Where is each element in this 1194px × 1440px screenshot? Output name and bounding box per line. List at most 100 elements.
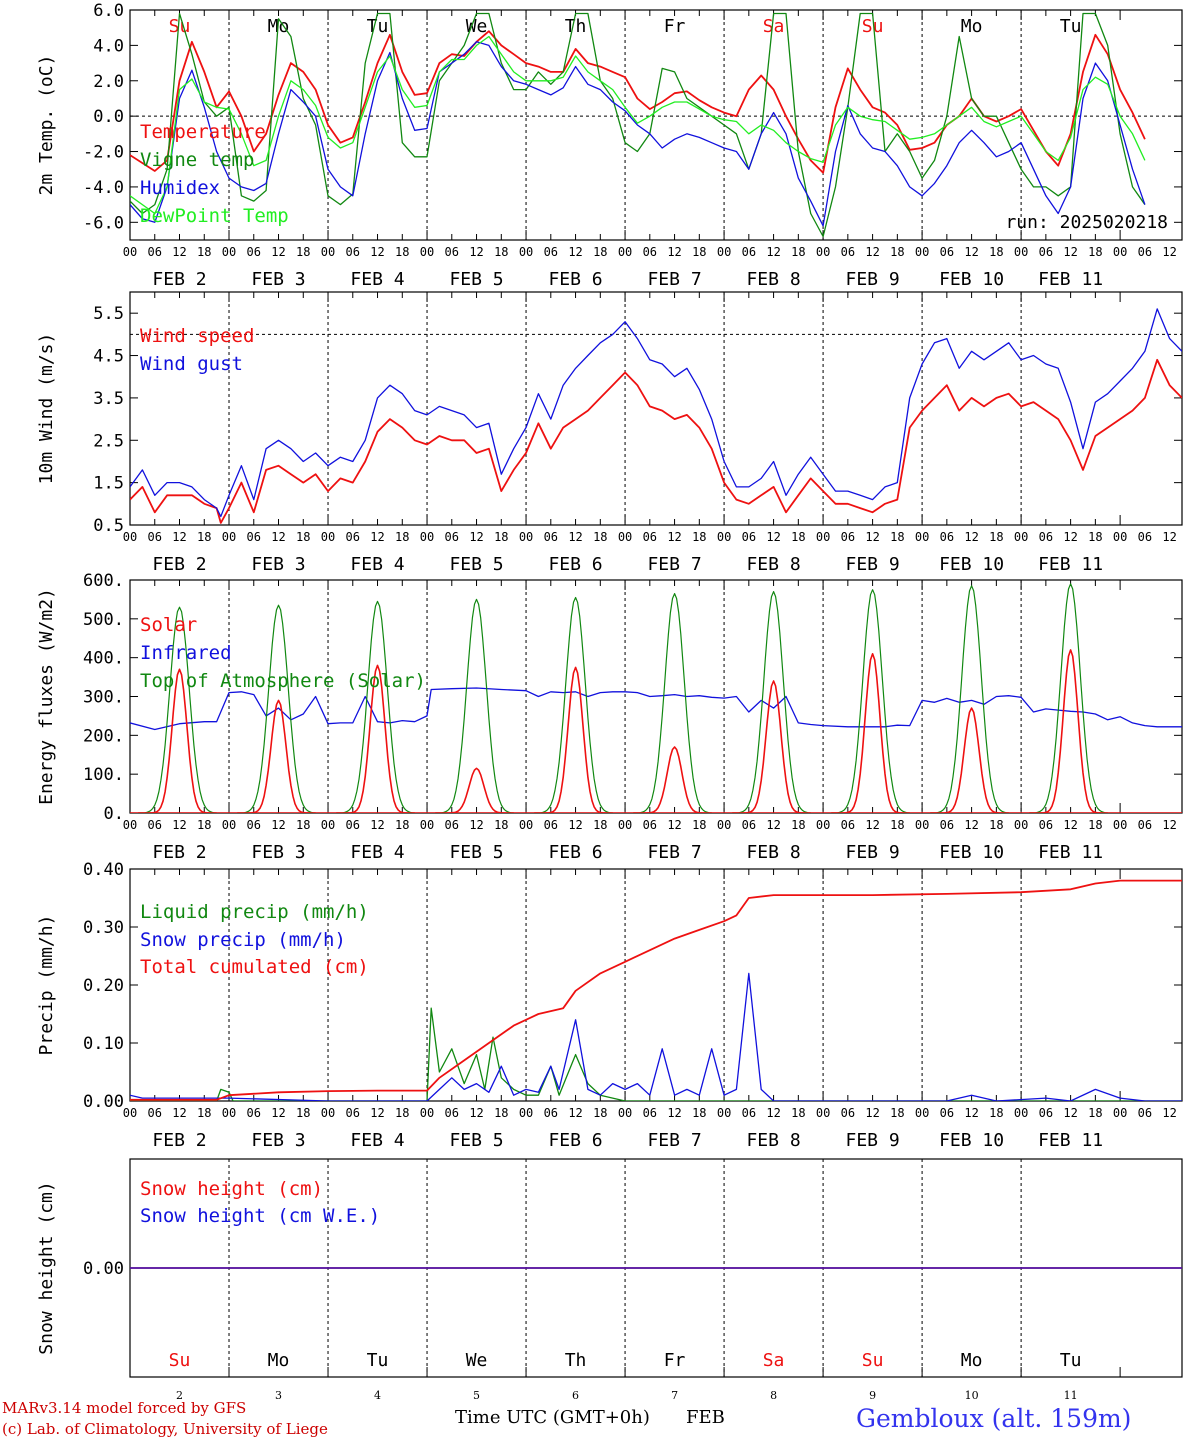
x-tick-label: 12 xyxy=(1162,530,1176,544)
x-tick-label: 12 xyxy=(568,1106,582,1120)
series-solar xyxy=(237,699,316,813)
series-solar xyxy=(534,666,613,813)
x-tick-label: 00 xyxy=(420,245,434,259)
x-tick-label: 18 xyxy=(395,245,409,259)
day-abbreviation: Su xyxy=(862,16,884,37)
date-label: FEB 9 xyxy=(845,842,899,863)
date-label: FEB 5 xyxy=(449,1130,503,1151)
x-tick-label: 12 xyxy=(370,818,384,832)
x-tick-label: 00 xyxy=(618,818,632,832)
x-tick-label: 00 xyxy=(321,530,335,544)
date-label: FEB 6 xyxy=(548,269,602,290)
model-credit: MARv3.14 model forced by GFS xyxy=(2,1399,246,1417)
day-abbreviation: Su xyxy=(862,1350,884,1371)
x-tick-label: 12 xyxy=(469,530,483,544)
y-tick-label: 100. xyxy=(83,765,124,785)
x-tick-label: 12 xyxy=(865,245,879,259)
y-tick-label: -6.0 xyxy=(83,213,124,233)
x-tick-label: 00 xyxy=(123,245,137,259)
series-snow-precip-mm-h xyxy=(130,972,1182,1101)
x-tick-label: 18 xyxy=(791,818,805,832)
date-label: FEB 5 xyxy=(449,842,503,863)
series-top-of-atmosphere-solar xyxy=(930,585,1009,813)
x-tick-label: 06 xyxy=(346,1106,360,1120)
date-label: FEB 6 xyxy=(548,842,602,863)
date-label: FEB 7 xyxy=(647,1130,701,1151)
x-tick-label: 00 xyxy=(420,1106,434,1120)
x-tick-label: 12 xyxy=(271,530,285,544)
legend-entry: Wind gust xyxy=(140,353,243,375)
x-tick-label: 06 xyxy=(841,1106,855,1120)
x-tick-label: 00 xyxy=(717,818,731,832)
day-number: 10 xyxy=(965,1389,979,1402)
x-tick-label: 18 xyxy=(692,530,706,544)
legend-entry: Temperature xyxy=(140,121,266,143)
x-tick-label: 00 xyxy=(717,1106,731,1120)
x-tick-label: 18 xyxy=(494,530,508,544)
series-liquid-precip-mm-h xyxy=(130,1007,1182,1101)
x-tick-label: 00 xyxy=(816,245,830,259)
date-label: FEB 3 xyxy=(251,842,305,863)
x-tick-label: 00 xyxy=(1014,530,1028,544)
y-tick-label: 1.5 xyxy=(93,474,124,494)
date-label: FEB 11 xyxy=(1038,269,1103,290)
series-top-of-atmosphere-solar xyxy=(138,606,217,813)
x-tick-label: 18 xyxy=(989,1106,1003,1120)
x-tick-label: 00 xyxy=(321,245,335,259)
x-tick-label: 06 xyxy=(544,1106,558,1120)
x-tick-label: 06 xyxy=(742,530,756,544)
series-dewpoint-temp xyxy=(130,35,1146,215)
x-tick-label: 00 xyxy=(123,818,137,832)
x-tick-label: 00 xyxy=(420,818,434,832)
x-tick-label: 06 xyxy=(247,818,261,832)
x-tick-label: 00 xyxy=(618,245,632,259)
x-tick-label: 06 xyxy=(1039,245,1053,259)
chart-panel-1: 00 06 12 18 00 06 12 18 00 06 12 18 00 06 12 18 00 06 12 18… xyxy=(36,1,1183,290)
x-tick-label: 00 xyxy=(123,530,137,544)
station-name: Gembloux (alt. 159m) xyxy=(856,1404,1131,1433)
day-abbreviation: Th xyxy=(565,1350,587,1371)
x-tick-label: 18 xyxy=(593,818,607,832)
x-tick-label: 00 xyxy=(519,1106,533,1120)
x-tick-label: 12 xyxy=(469,818,483,832)
x-tick-label: 18 xyxy=(692,818,706,832)
x-tick-label: 12 xyxy=(568,530,582,544)
x-tick-label: 06 xyxy=(841,530,855,544)
series-total-cumulated-cm xyxy=(130,879,1182,1101)
x-axis-title: Time UTC (GMT+0h) xyxy=(455,1407,650,1428)
day-abbreviation: Fr xyxy=(664,16,686,37)
x-tick-label: 12 xyxy=(766,530,780,544)
date-label: FEB 7 xyxy=(647,842,701,863)
x-tick-label: 12 xyxy=(865,818,879,832)
x-tick-label: 18 xyxy=(296,530,310,544)
series-group xyxy=(130,879,1182,1101)
date-label: FEB 2 xyxy=(152,554,206,575)
x-tick-label: 00 xyxy=(519,530,533,544)
lab-credit: (c) Lab. of Climatology, University of L… xyxy=(2,1420,328,1438)
day-abbreviation: Mo xyxy=(961,16,983,37)
x-tick-label: 12 xyxy=(568,818,582,832)
date-label: FEB 10 xyxy=(939,269,1004,290)
y-tick-label: 2.0 xyxy=(93,72,124,92)
y-axis-title: Snow height (cm) xyxy=(36,1181,57,1354)
y-tick-label: 500. xyxy=(83,610,124,630)
x-tick-label: 12 xyxy=(964,818,978,832)
date-label: FEB 3 xyxy=(251,1130,305,1151)
x-tick-label: 00 xyxy=(816,818,830,832)
y-axis-title: 10m Wind (m/s) xyxy=(36,333,57,485)
series-solar xyxy=(1029,649,1108,813)
x-axis-month: FEB xyxy=(686,1407,725,1428)
chart-panels: 00 06 12 18 00 06 12 18 00 06 12 18 00 06 12 18 00 06 12 18… xyxy=(36,1,1183,1402)
y-tick-label: -2.0 xyxy=(83,143,124,163)
y-tick-label: 3.5 xyxy=(93,389,124,409)
x-tick-label: 12 xyxy=(172,245,186,259)
x-tick-label: 12 xyxy=(271,818,285,832)
series-wind-speed xyxy=(130,358,1182,524)
date-label: FEB 8 xyxy=(746,1130,800,1151)
x-tick-label: 06 xyxy=(940,245,954,259)
x-tick-label: 00 xyxy=(1113,245,1127,259)
date-label: FEB 8 xyxy=(746,554,800,575)
y-tick-label: 300. xyxy=(83,688,124,708)
x-tick-label: 18 xyxy=(197,530,211,544)
